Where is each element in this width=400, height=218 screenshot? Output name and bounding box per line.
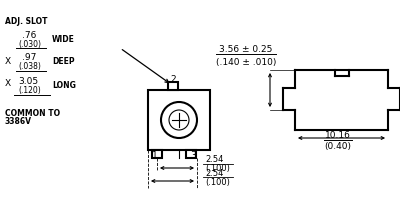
Text: (0.40): (0.40) [324, 141, 352, 150]
Text: (.100): (.100) [205, 165, 230, 174]
Text: (.030): (.030) [18, 39, 41, 48]
Text: 3.56 ± 0.25: 3.56 ± 0.25 [219, 44, 273, 53]
Bar [186, 150, 196, 158]
Text: 10.16: 10.16 [325, 131, 351, 140]
Text: X: X [5, 56, 11, 65]
Text: (.120): (.120) [18, 87, 41, 95]
Text: 2.54: 2.54 [205, 169, 223, 177]
Text: 2.54: 2.54 [205, 155, 223, 165]
Bar [152, 150, 162, 158]
Text: DEEP: DEEP [52, 58, 75, 66]
Text: 1: 1 [152, 150, 158, 160]
Text: 2: 2 [170, 75, 176, 85]
Text: ADJ. SLOT: ADJ. SLOT [5, 17, 48, 27]
Text: .76: .76 [22, 31, 36, 39]
Text: .97: .97 [22, 53, 36, 63]
Text: WIDE: WIDE [52, 36, 75, 44]
Text: 3386V: 3386V [5, 118, 32, 126]
Text: (.100): (.100) [205, 177, 230, 187]
Text: COMMON TO: COMMON TO [5, 109, 60, 118]
Text: 3: 3 [190, 150, 196, 160]
Text: LONG: LONG [52, 82, 76, 90]
Text: (.038): (.038) [18, 63, 41, 72]
Text: X: X [5, 80, 11, 89]
Bar [148, 90, 210, 150]
Text: (.140 ± .010): (.140 ± .010) [216, 58, 276, 66]
Text: 3.05: 3.05 [18, 78, 38, 87]
Bar [168, 82, 178, 90]
